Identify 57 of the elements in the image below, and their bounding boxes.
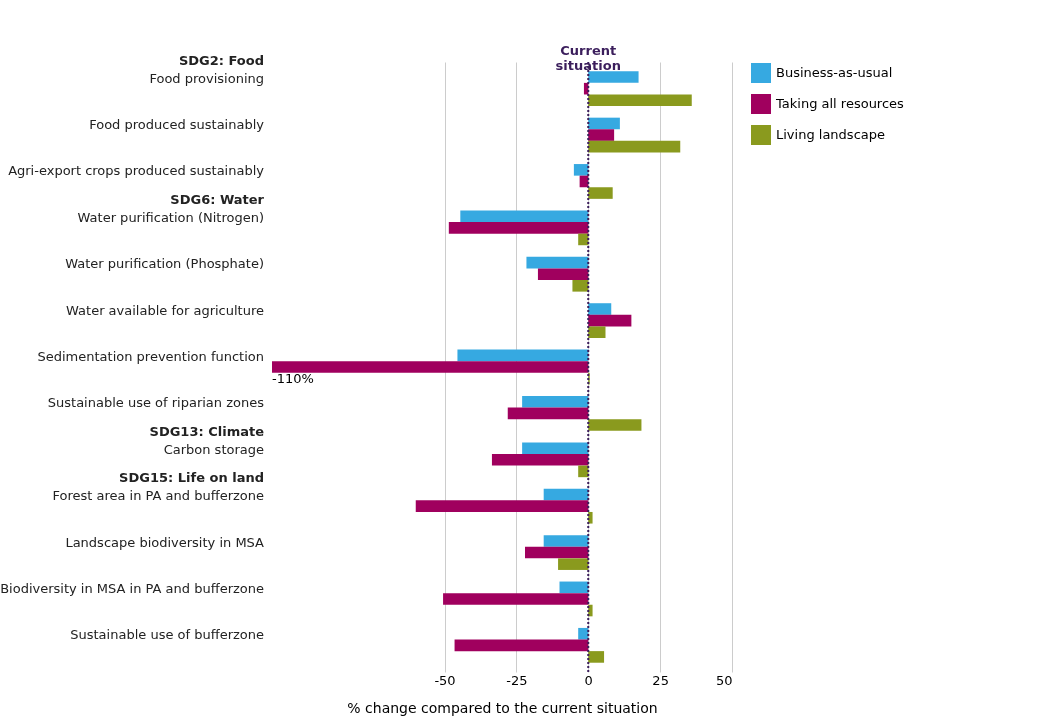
y-tick-label: Agri-export crops produced sustainably <box>8 163 265 179</box>
bar <box>537 268 589 281</box>
category-label: SDG13: Climate Carbon storage <box>149 423 264 457</box>
bar <box>588 71 639 83</box>
y-tick-label: Sedimentation prevention function <box>37 349 264 364</box>
x-tick-label: 25 <box>652 672 669 688</box>
x-tick-label: -50 <box>434 672 456 688</box>
bar <box>578 627 589 640</box>
bar <box>522 395 589 408</box>
data-label: -110% <box>272 371 314 386</box>
x-tick-label: 50 <box>715 672 733 688</box>
bar <box>588 326 606 339</box>
x-axis-title: % change compared to the current situation <box>347 699 658 716</box>
x-tick-label: 0 <box>584 672 593 688</box>
bar <box>573 164 589 176</box>
y-tick-label: Biodiversity in MSA in PA and bufferzone <box>0 580 264 596</box>
bar <box>588 303 612 315</box>
y-tick-label: Landscape biodiversity in MSA <box>65 534 265 550</box>
bar <box>448 222 589 234</box>
bar <box>559 581 589 594</box>
category-label: SDG6: Water Water purification (Nitrogen) <box>77 191 264 225</box>
y-tick-label: Sustainable use of bufferzone <box>70 627 264 643</box>
bar <box>588 187 613 199</box>
bar <box>558 558 589 570</box>
y-tick-label: Water purification (Phosphate) <box>65 256 264 272</box>
bar <box>272 361 589 373</box>
y-tick-label: Sustainable use of riparian zones <box>47 395 265 411</box>
legend-label: Taking all resources <box>775 96 905 111</box>
bar <box>526 256 589 269</box>
bar <box>454 639 589 652</box>
bar <box>457 349 589 362</box>
category-label: SDG2: Food Food provisioning <box>149 52 264 86</box>
bar <box>588 511 593 524</box>
bar <box>588 651 605 663</box>
bar <box>543 535 589 547</box>
bar <box>588 129 615 141</box>
bar <box>415 500 589 512</box>
y-tick-label: Food produced sustainably <box>89 117 265 133</box>
bar <box>443 593 589 605</box>
bar <box>543 488 589 501</box>
bar <box>522 442 589 454</box>
x-tick-label: -25 <box>506 672 528 688</box>
y-tick-label: Water available for agriculture <box>66 302 264 318</box>
bar <box>507 407 589 420</box>
bar <box>588 419 642 431</box>
bar <box>491 453 589 466</box>
bar <box>525 546 589 559</box>
bar <box>588 94 692 107</box>
legend-label: Business-as-usual <box>776 65 893 80</box>
bar <box>572 280 589 292</box>
bar <box>588 314 632 327</box>
legend-label: Living landscape <box>776 127 885 142</box>
bar <box>460 210 589 223</box>
bar <box>588 117 620 130</box>
ref-line-label: Current situation <box>555 43 621 73</box>
bar <box>588 140 681 153</box>
category-label: SDG15: Life on land Forest area in PA and bufferzone <box>52 470 264 504</box>
